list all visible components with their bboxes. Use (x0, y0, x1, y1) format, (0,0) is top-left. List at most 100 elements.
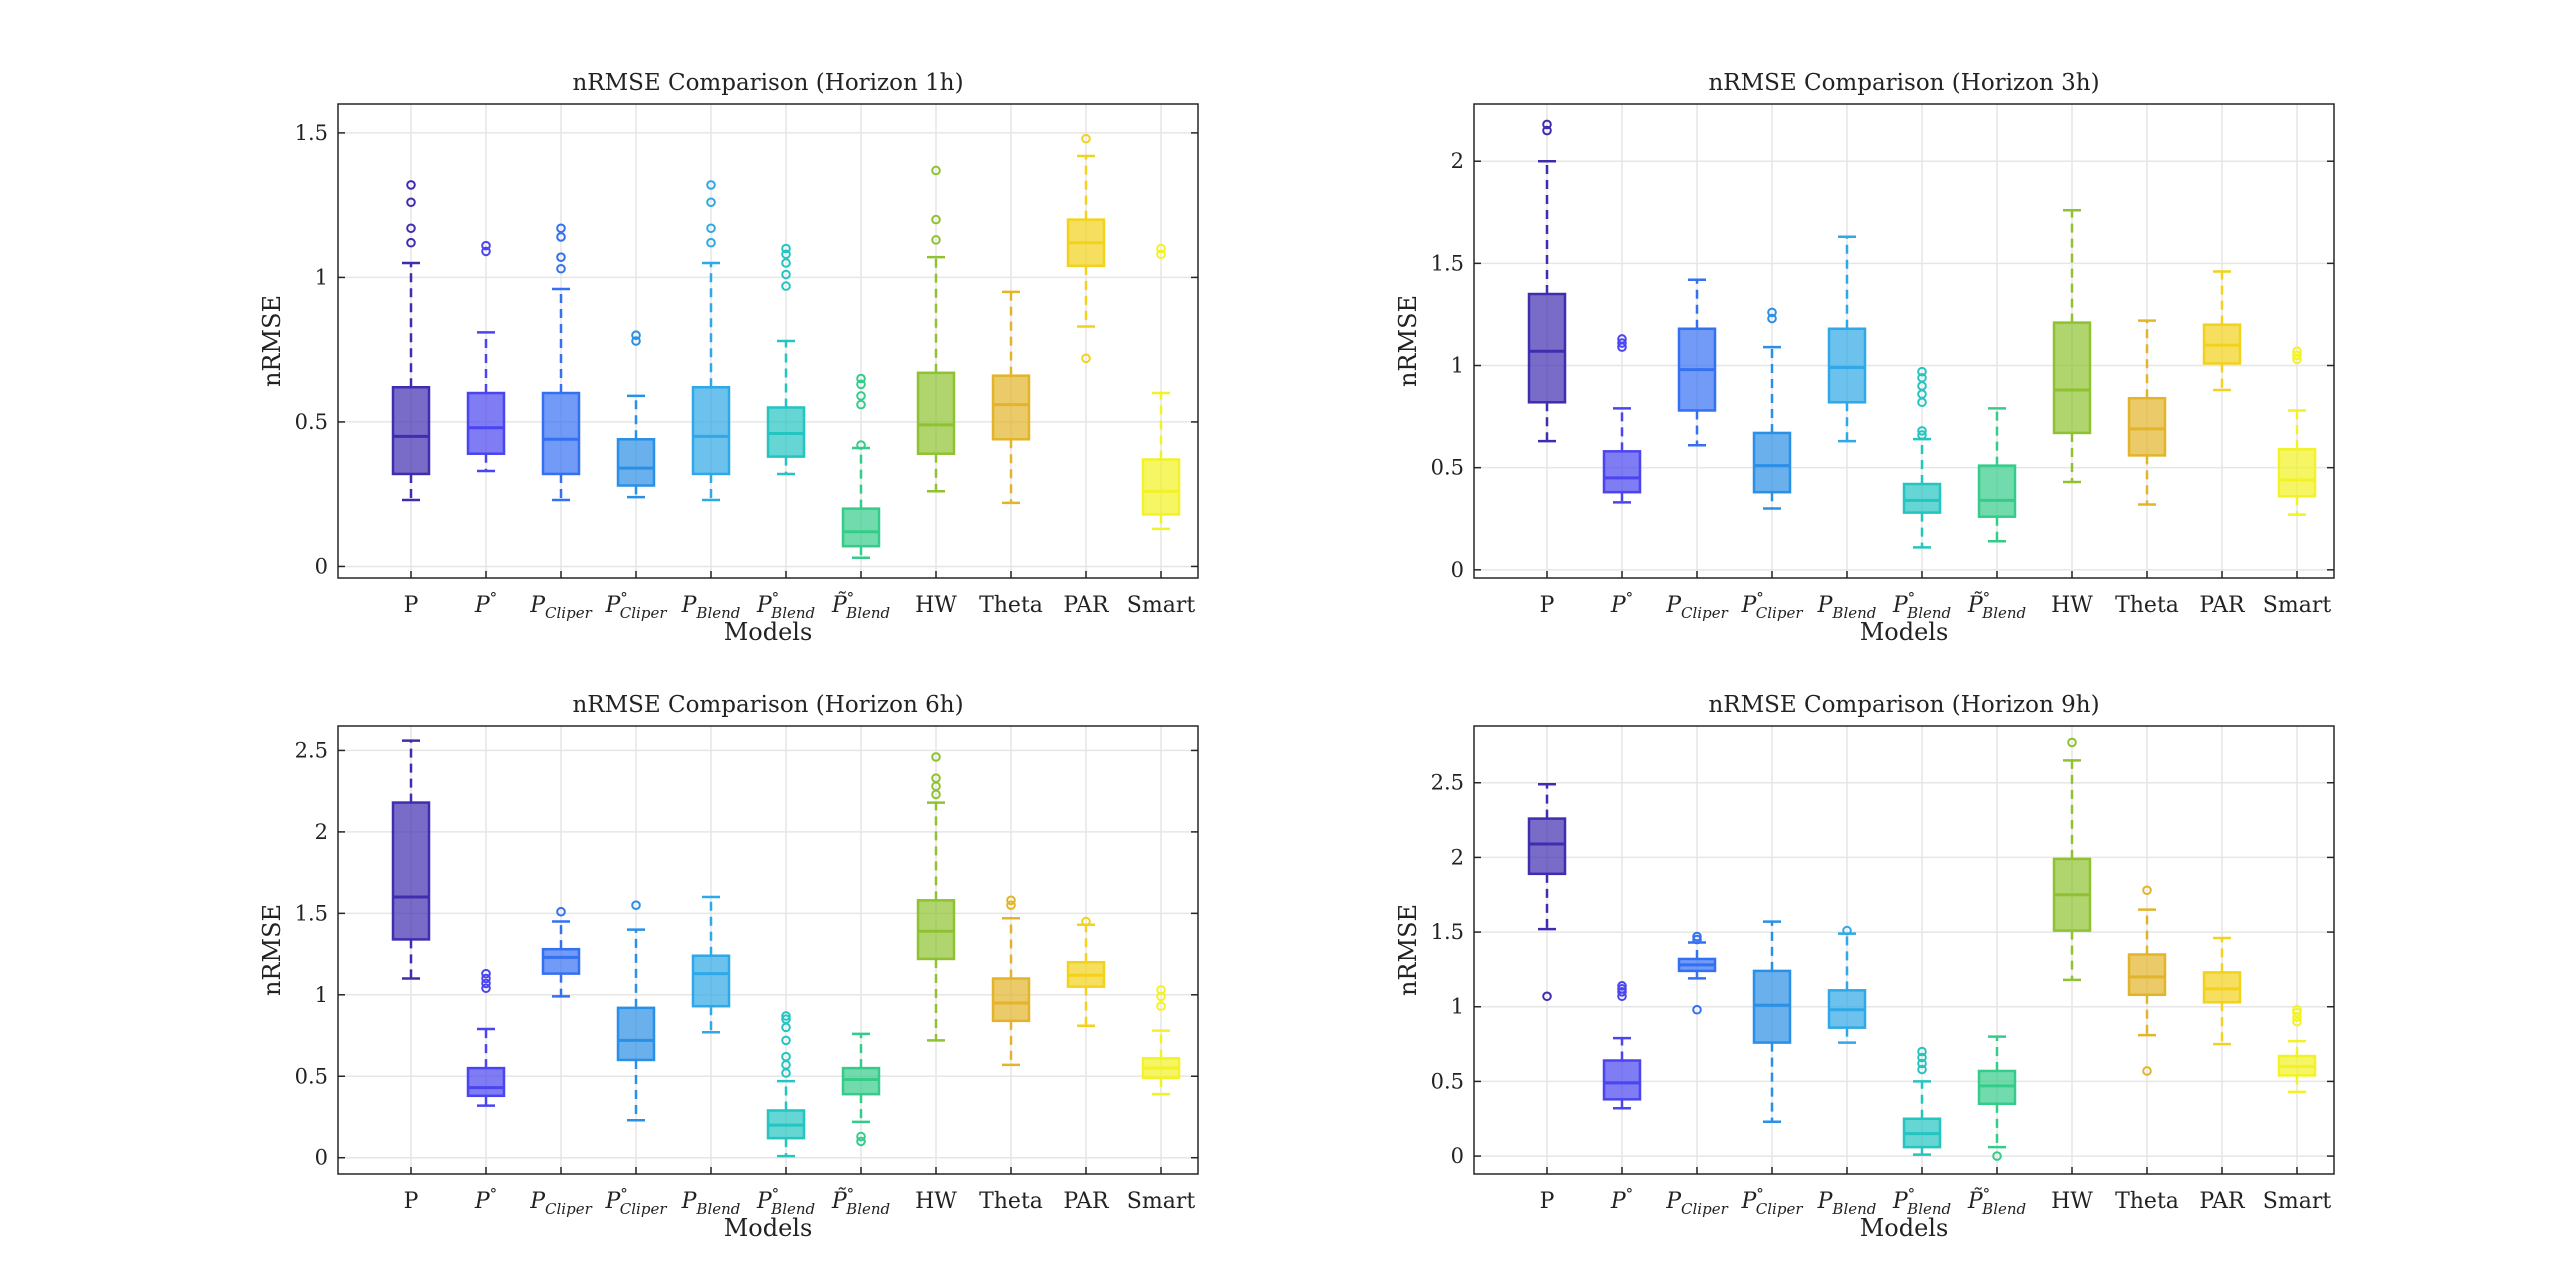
box-8 (2052, 737, 2092, 982)
outlier-point (1006, 900, 1016, 911)
box-iqr (841, 1066, 881, 1096)
axes-frame (1473, 725, 2335, 1175)
y-tick-label: 1 (1451, 354, 1464, 378)
box-7 (841, 373, 881, 560)
y-tick-label: 1 (315, 265, 328, 289)
x-tick-label: P̃° Blend (831, 1185, 890, 1218)
box-iqr (1527, 292, 1567, 404)
y-tick-label: 0.5 (295, 410, 328, 434)
x-tick-label: HW (915, 593, 957, 618)
axes-frame (337, 725, 1199, 1175)
x-tick-label: Theta (979, 593, 1043, 618)
x-tick-label: PAR (1063, 1189, 1110, 1214)
box-11 (2277, 1004, 2317, 1094)
outlier-point (931, 235, 941, 245)
outlier-point (2292, 1007, 2302, 1018)
outlier-point (1081, 133, 1091, 144)
outlier-point (781, 269, 791, 280)
outlier-point (781, 243, 791, 254)
y-tick-label: 0.5 (295, 1064, 328, 1088)
x-tick-label: PCliper (529, 593, 592, 622)
x-tick-label: P̃° Blend (1967, 589, 2026, 622)
box-iqr (391, 385, 431, 476)
outlier-point (1917, 1058, 1927, 1069)
outlier-point (856, 1136, 866, 1147)
box-iqr (2052, 321, 2092, 435)
x-tick-label: Smart (2263, 593, 2332, 618)
outlier-point (1542, 991, 1552, 1002)
chart-title: nRMSE Comparison (Horizon 9h) (1708, 692, 2099, 718)
axes-frame (1473, 103, 2335, 579)
x-tick-label: PBlend (681, 593, 741, 622)
box-iqr (691, 954, 731, 1008)
outlier-point (1842, 925, 1852, 936)
outlier-point (1617, 984, 1627, 994)
box-7 (841, 1032, 881, 1147)
outlier-point (556, 263, 566, 274)
chart-panel: 0 0.5 1 1.5 P P° PCliper P° Cliper PBlend P° Blend P… (258, 70, 1199, 646)
outlier-point (2142, 885, 2152, 896)
box-10 (1066, 916, 1106, 1028)
y-tick-label: 0.5 (1431, 456, 1464, 480)
x-tick-label: HW (2051, 1189, 2093, 1214)
outlier-point (481, 973, 491, 984)
outlier-point (556, 906, 566, 917)
plot-area (1474, 726, 2334, 1174)
outlier-point (781, 1035, 791, 1046)
box-1 (1527, 119, 1567, 443)
box-5 (1827, 925, 1867, 1044)
outlier-point (2067, 737, 2077, 748)
box-1 (391, 180, 431, 502)
outlier-point (781, 1011, 791, 1021)
outlier-point (2142, 1066, 2152, 1076)
box-4 (616, 330, 656, 499)
x-tick-label: PAR (2199, 1189, 2246, 1214)
outlier-point (931, 752, 941, 762)
outlier-point (2292, 1016, 2302, 1027)
outlier-point (481, 246, 491, 257)
x-tick-label: P (1540, 1189, 1555, 1214)
box-2 (466, 240, 506, 473)
box-10 (2202, 270, 2242, 392)
x-tick-label: P° Blend (756, 1185, 815, 1218)
box-iqr (991, 977, 1031, 1023)
x-tick-label: Smart (1127, 593, 1196, 618)
x-tick-label: Theta (2115, 593, 2179, 618)
outlier-point (706, 223, 716, 234)
box-6 (1902, 366, 1942, 549)
box-8 (916, 165, 956, 493)
outlier-point (931, 165, 941, 176)
box-5 (691, 180, 731, 502)
y-tick-label: 2 (1451, 149, 1464, 173)
plot-area (338, 726, 1198, 1174)
x-axis-label: Models (1860, 1214, 1949, 1242)
x-tick-label: HW (915, 1189, 957, 1214)
box-6 (766, 1011, 806, 1158)
box-iqr (1602, 450, 1642, 494)
box-10 (1066, 133, 1106, 364)
y-axis-label: nRMSE (258, 904, 286, 996)
box-iqr (2127, 396, 2167, 457)
box-5 (1827, 235, 1867, 443)
box-9 (2127, 885, 2167, 1076)
outlier-point (631, 330, 641, 341)
panels-group: 0 0.5 1 1.5 P P° PCliper P° Cliper PBlend P° Blend P… (258, 70, 2335, 1242)
outlier-point (1617, 987, 1627, 997)
chart-panel: 0 0.5 1 1.5 2 2.5 P P° PCliper P° Cliper PBlend P° Bl… (1394, 692, 2335, 1242)
outlier-point (706, 237, 716, 248)
x-tick-label: P̃° Blend (831, 589, 890, 622)
y-tick-label: 1.5 (1431, 251, 1464, 275)
x-tick-label: P (404, 593, 419, 618)
x-tick-label: PAR (2199, 593, 2246, 618)
box-iqr (466, 391, 506, 455)
outlier-point (1917, 1052, 1927, 1063)
outlier-point (781, 1051, 791, 1062)
outlier-point (1917, 1064, 1927, 1075)
box-iqr (541, 947, 581, 975)
y-tick-label: 1 (1451, 995, 1464, 1019)
outlier-point (1992, 1151, 2002, 1161)
outlier-point (1617, 334, 1627, 344)
box-4 (1752, 920, 1792, 1123)
y-tick-label: 0 (1451, 558, 1464, 582)
outlier-point (1917, 1046, 1927, 1057)
